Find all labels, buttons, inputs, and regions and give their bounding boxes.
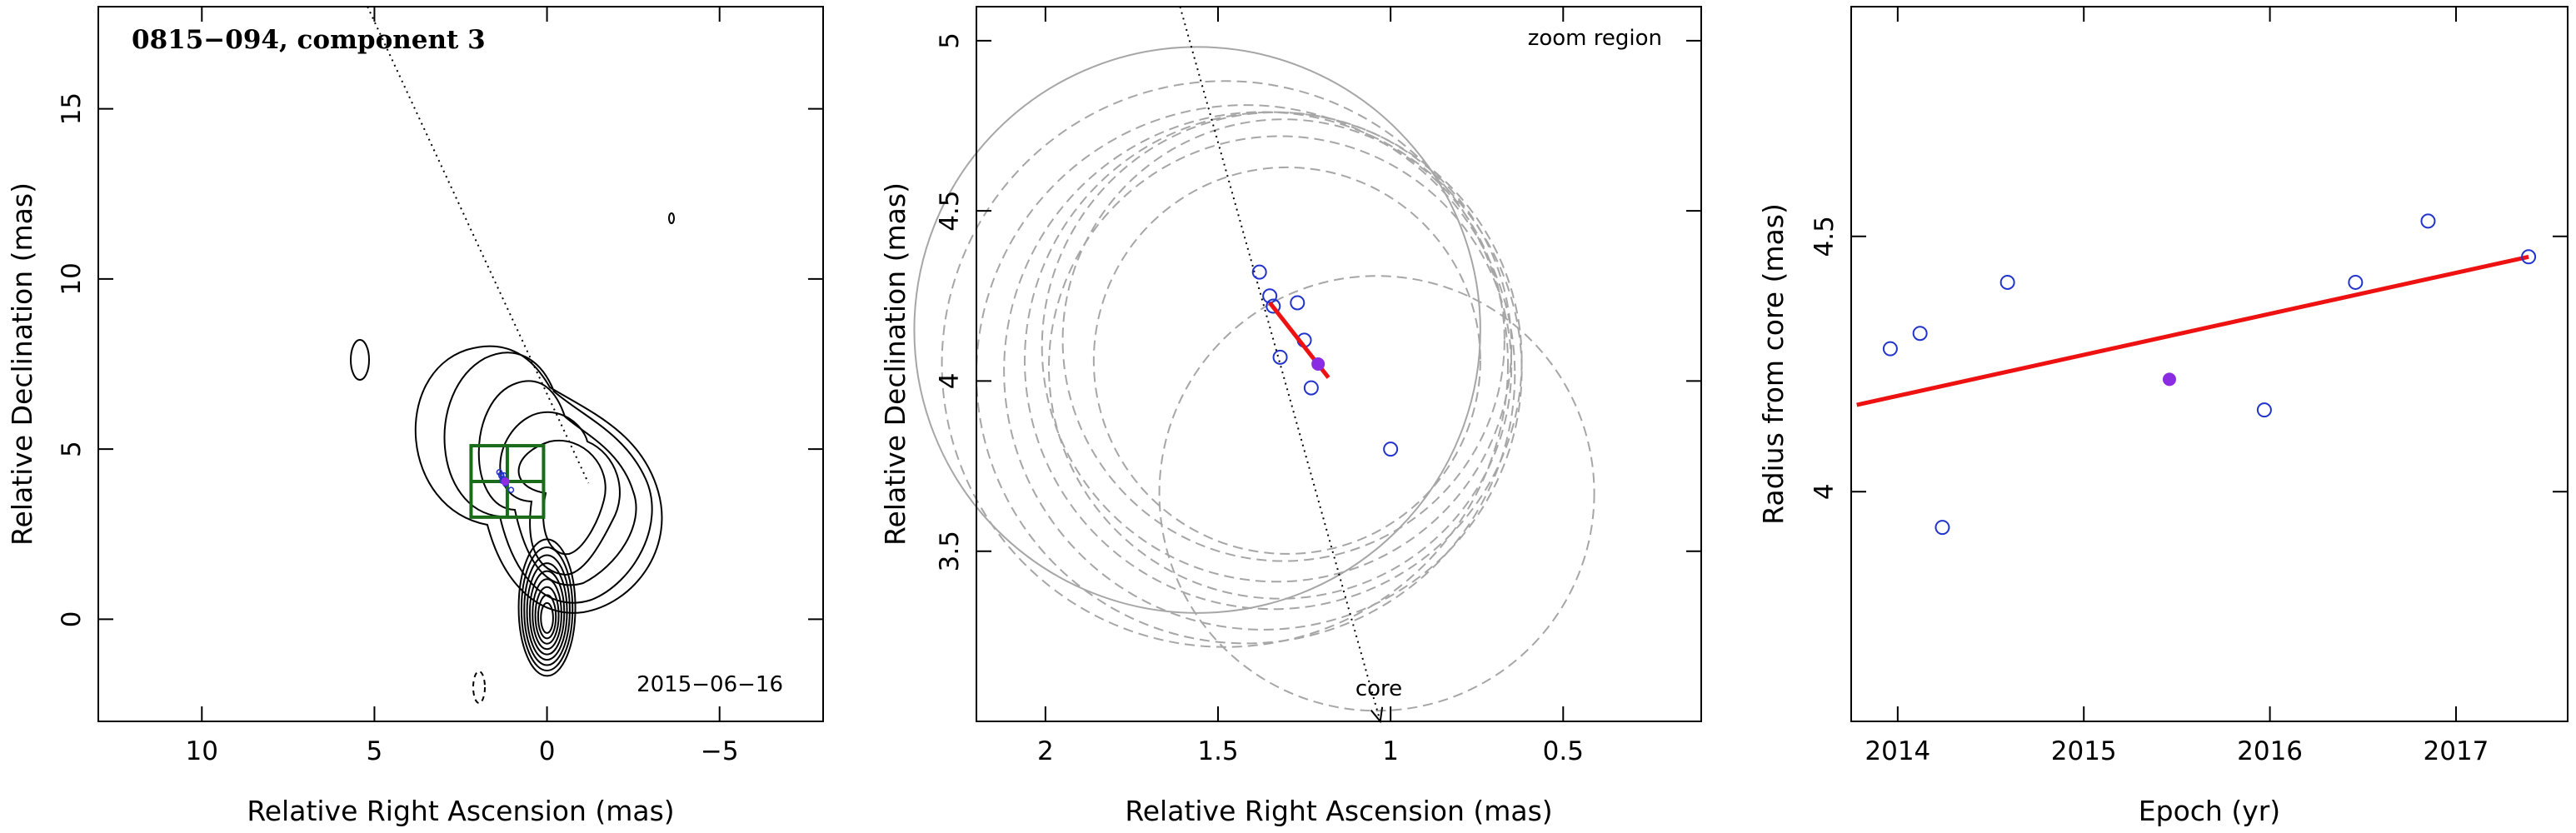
p3-xtick-label: 2015 — [2051, 736, 2117, 766]
jet-direction-line — [367, 6, 590, 484]
panel1-frame — [97, 6, 824, 722]
beam-circle-dashed — [1061, 118, 1505, 562]
epoch-point — [1912, 326, 1928, 342]
epoch-point — [1882, 341, 1898, 357]
component-point — [507, 486, 515, 493]
component-point — [1251, 264, 1267, 280]
contour-jet-level — [414, 345, 663, 614]
epoch-point — [2256, 402, 2272, 418]
p3-xtick-label: 2016 — [2237, 736, 2303, 766]
p1-xtick-label: 0 — [539, 736, 556, 766]
p1-xtick-label: 5 — [367, 736, 383, 766]
component-point — [1272, 349, 1288, 365]
epoch-point — [2521, 249, 2537, 265]
panel-zoom-region: 2 1.5 1 0.5 3.5 4 4.5 5 zoom region core Relati… — [879, 6, 1702, 827]
p1-xtick-label: 10 — [186, 736, 218, 766]
panel3-ticks: 2014 2015 2016 2017 4 4.5 — [1810, 7, 2568, 766]
contour-core-level — [540, 601, 554, 634]
panel-contour-map: 10 5 0 −5 0 5 10 15 0815−094, component 3 2015−… — [6, 6, 824, 827]
p2-xtick-label: 0.5 — [1543, 736, 1584, 766]
p1-ytick-label: 15 — [57, 92, 87, 125]
panel2-ylabel: Relative Declination (mas) — [879, 182, 911, 546]
contour-negative — [472, 671, 486, 704]
panel2-plot-content — [913, 6, 1595, 724]
epoch-point — [2420, 213, 2436, 229]
contour-core-level — [520, 546, 574, 671]
panel3-ylabel: Radius from core (mas) — [1757, 203, 1790, 525]
contour-jet-level — [477, 380, 637, 586]
component-point — [1290, 295, 1305, 311]
beam-circle-dashed — [976, 104, 1516, 645]
p3-xtick-label: 2014 — [1865, 736, 1930, 766]
panel2-frame — [976, 6, 1702, 722]
p2-ytick-label: 5 — [935, 32, 965, 49]
beam-circle-dashed — [1041, 111, 1513, 583]
p2-ytick-label: 4.5 — [935, 190, 965, 231]
p2-ytick-label: 4 — [935, 373, 965, 390]
panel3-frame — [1850, 6, 2569, 722]
component-point — [1262, 288, 1278, 304]
epoch-point — [1999, 274, 2015, 290]
p2-xtick-label: 1 — [1382, 736, 1399, 766]
panel1-xlabel: Relative Right Ascension (mas) — [247, 795, 674, 827]
contour-blob — [350, 339, 370, 381]
panel1-ylabel: Relative Declination (mas) — [6, 182, 38, 546]
panel3-xlabel: Epoch (yr) — [2139, 795, 2280, 827]
panel2-xlabel: Relative Right Ascension (mas) — [1125, 795, 1552, 827]
contour-core-level — [532, 578, 562, 651]
panel2-core-label: core — [1355, 676, 1402, 701]
p1-ytick-label: 0 — [57, 611, 87, 628]
contour-core-level — [526, 562, 568, 661]
epoch-point — [1934, 520, 1950, 536]
panel1-date-label: 2015−06−16 — [637, 672, 783, 697]
p2-ytick-label: 3.5 — [935, 531, 965, 571]
panel3-plot-content — [1856, 213, 2537, 536]
panel1-plot-content — [350, 6, 675, 704]
highlight-point — [2162, 372, 2176, 387]
p3-ytick-label: 4 — [1810, 483, 1840, 500]
panel-radius-vs-epoch: 2014 2015 2016 2017 4 4.5 Epoch (yr) Radius f… — [1757, 6, 2569, 827]
p3-xtick-label: 2017 — [2424, 736, 2489, 766]
contour-jet-level — [499, 411, 621, 576]
p3-ytick-label: 4.5 — [1810, 216, 1840, 257]
contour-core-level — [523, 554, 571, 666]
epoch-point — [2348, 274, 2364, 290]
panel1-ticks: 10 5 0 −5 0 5 10 15 — [57, 7, 823, 766]
p2-xtick-label: 1.5 — [1197, 736, 1238, 766]
p1-ytick-label: 10 — [57, 262, 87, 295]
beam-circle-dashed — [941, 80, 1510, 648]
beam-circle-dashed — [1048, 135, 1513, 600]
contour-jet-level — [443, 352, 653, 604]
panel1-title: 0815−094, component 3 — [132, 25, 486, 55]
contour-core-level — [534, 586, 560, 645]
highlight-point — [1311, 357, 1325, 371]
component-highlight-point — [501, 476, 510, 486]
jet-direction-line — [1179, 6, 1381, 722]
component-point — [1303, 380, 1319, 396]
component-point — [1266, 298, 1281, 314]
panel2-ticks: 2 1.5 1 0.5 3.5 4 4.5 5 — [935, 7, 1701, 766]
beam-circle-dashed — [1158, 275, 1595, 712]
contour-blob-small — [668, 212, 675, 224]
p1-ytick-label: 5 — [57, 441, 87, 457]
panel2-annotation: zoom region — [1528, 26, 1662, 51]
component-point — [1383, 441, 1399, 457]
contour-jet-level — [517, 439, 607, 556]
fit-line — [1856, 254, 2529, 407]
beam-circle-dashed — [1092, 166, 1481, 555]
beam-circle-dashed — [1024, 111, 1523, 611]
p1-xtick-label: −5 — [701, 736, 739, 766]
p2-xtick-label: 2 — [1037, 736, 1054, 766]
beam-circle-solid — [913, 46, 1481, 614]
